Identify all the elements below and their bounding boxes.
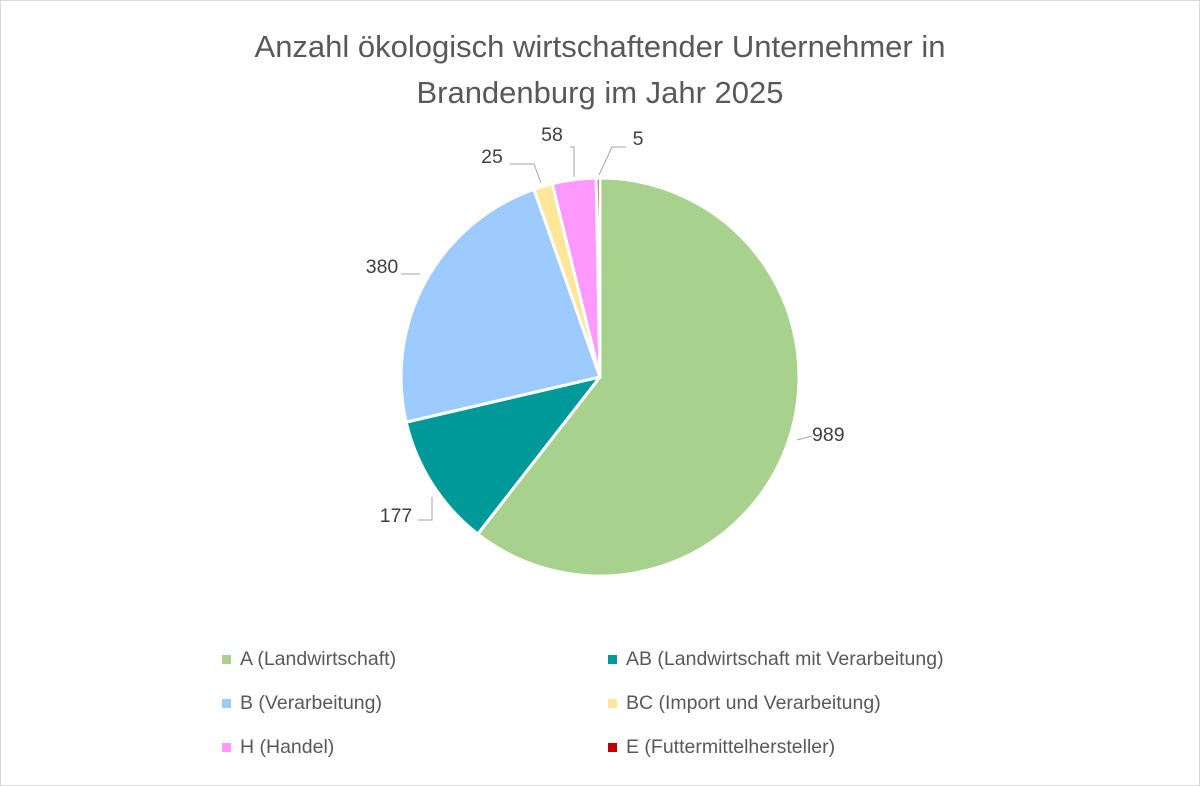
data-label-bc: 25	[481, 146, 503, 168]
pie-slice-a	[476, 176, 801, 578]
legend-label-h: H (Handel)	[240, 736, 335, 758]
leader-line-h	[570, 146, 575, 177]
data-label-e: 5	[633, 128, 644, 150]
leader-line-bc	[510, 163, 542, 184]
legend-item-h: H (Handel)	[222, 736, 334, 759]
legend-swatch-bc	[608, 699, 617, 708]
data-label-b: 380	[366, 256, 399, 278]
legend-label-a: A (Landwirtschaft)	[240, 648, 397, 670]
pie-slice-b	[399, 187, 602, 424]
legend-label-ab: AB (Landwirtschaft mit Verarbeitung)	[626, 648, 944, 670]
legend-label-e: E (Futtermittelhersteller)	[626, 736, 836, 758]
chart-title-line-1: Anzahl ökologisch wirtschaftender Untern…	[254, 29, 946, 64]
legend-label-bc: BC (Import und Verarbeitung)	[626, 692, 881, 714]
leader-lines	[401, 146, 813, 521]
pie-slice-ab	[404, 375, 602, 536]
leader-line-ab	[418, 497, 433, 521]
legend-item-e: E (Futtermittelhersteller)	[608, 736, 835, 759]
data-label-h: 58	[541, 124, 563, 146]
legend-item-ab: AB (Landwirtschaft mit Verarbeitung)	[608, 648, 944, 671]
data-label-ab: 177	[380, 505, 413, 527]
legend-swatch-a	[222, 655, 231, 664]
data-label-a: 989	[812, 424, 845, 446]
legend-label-b: B (Verarbeitung)	[240, 692, 382, 714]
pie-slice-e	[594, 176, 602, 379]
pie-slices	[399, 176, 801, 578]
legend-swatch-e	[608, 743, 617, 752]
leader-line-e	[598, 146, 626, 176]
legend-swatch-b	[222, 699, 231, 708]
legend-swatch-ab	[608, 655, 617, 664]
legend-swatch-h	[222, 743, 231, 752]
leader-line-a	[796, 435, 813, 441]
legend-item-a: A (Landwirtschaft)	[222, 648, 396, 671]
legend-item-b: B (Verarbeitung)	[222, 692, 382, 715]
chart-title-line-2: Brandenburg im Jahr 2025	[416, 75, 784, 110]
chart-title: Anzahl ökologisch wirtschaftender Untern…	[0, 24, 1200, 116]
legend-item-bc: BC (Import und Verarbeitung)	[608, 692, 881, 715]
data-labels: 989 177 380 25 58 5	[366, 124, 845, 527]
